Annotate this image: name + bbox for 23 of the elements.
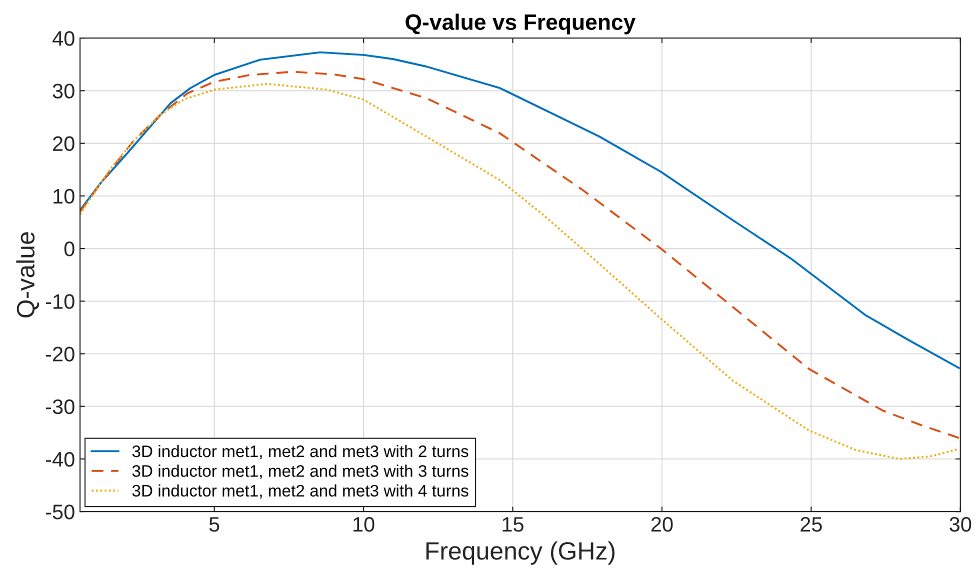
y-tick-label: -30 bbox=[46, 399, 74, 414]
y-axis-title: Q-value bbox=[16, 232, 40, 318]
y-tick-label: 10 bbox=[54, 188, 74, 204]
legend-label: 3D inductor met1, met2 and met3 with 4 turns bbox=[132, 484, 468, 499]
x-tick-label: 30 bbox=[950, 516, 972, 532]
chart-title: Q-value vs Frequency bbox=[406, 14, 636, 34]
x-axis-title: Frequency (GHz) bbox=[426, 541, 615, 565]
y-tick-label: 40 bbox=[52, 31, 74, 46]
y-tick-label: -40 bbox=[46, 452, 74, 467]
line-series bbox=[80, 51, 960, 369]
x-tick-label: 10 bbox=[354, 516, 374, 532]
y-tick-label: -20 bbox=[46, 346, 74, 362]
y-tick-label: -10 bbox=[46, 294, 74, 309]
x-tick-label: 15 bbox=[502, 517, 524, 532]
legend-label: 3D inductor met1, met2 and met3 with 2 turns bbox=[132, 444, 468, 460]
y-tick-label: 0 bbox=[64, 242, 74, 256]
y-tick-label: -50 bbox=[46, 504, 74, 520]
y-tick-label: 20 bbox=[53, 136, 74, 152]
x-tick-label: 25 bbox=[800, 516, 822, 532]
x-tick-label: 5 bbox=[209, 517, 220, 532]
legend-label: 3D inductor met1, met2 and met3 with 3 turns bbox=[132, 464, 468, 479]
y-tick-label: 30 bbox=[52, 84, 74, 98]
x-tick-label: 20 bbox=[651, 516, 673, 532]
